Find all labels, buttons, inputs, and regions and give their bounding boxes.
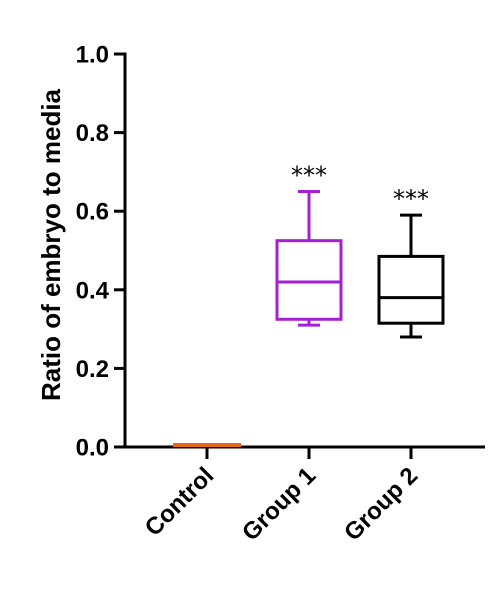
x-axis: Control Group 1 Group 2	[125, 445, 485, 546]
y-tick-label: 0.8	[76, 120, 109, 147]
y-tick-label: 0.4	[76, 277, 110, 304]
box-iqr	[377, 254, 445, 325]
y-tick-label: 0.2	[76, 356, 109, 383]
x-tick-label: Group 2	[339, 462, 423, 546]
box-group-2: ***	[377, 185, 445, 339]
significance-marker: ***	[291, 162, 327, 190]
y-axis: 0.0 0.2 0.4 0.6 0.8 1.0	[76, 42, 127, 462]
box-iqr	[275, 239, 343, 321]
y-axis-label: Ratio of embryo to media	[36, 88, 66, 401]
significance-marker: ***	[393, 185, 429, 213]
x-tick-label: Group 1	[237, 462, 321, 546]
box-series: *** ***	[173, 162, 445, 448]
y-tick-label: 0.6	[76, 199, 109, 226]
y-tick-label: 1.0	[76, 42, 109, 69]
x-tick-label: Control	[140, 462, 219, 541]
y-tick-label: 0.0	[76, 435, 109, 462]
box-group-1: ***	[275, 162, 343, 327]
